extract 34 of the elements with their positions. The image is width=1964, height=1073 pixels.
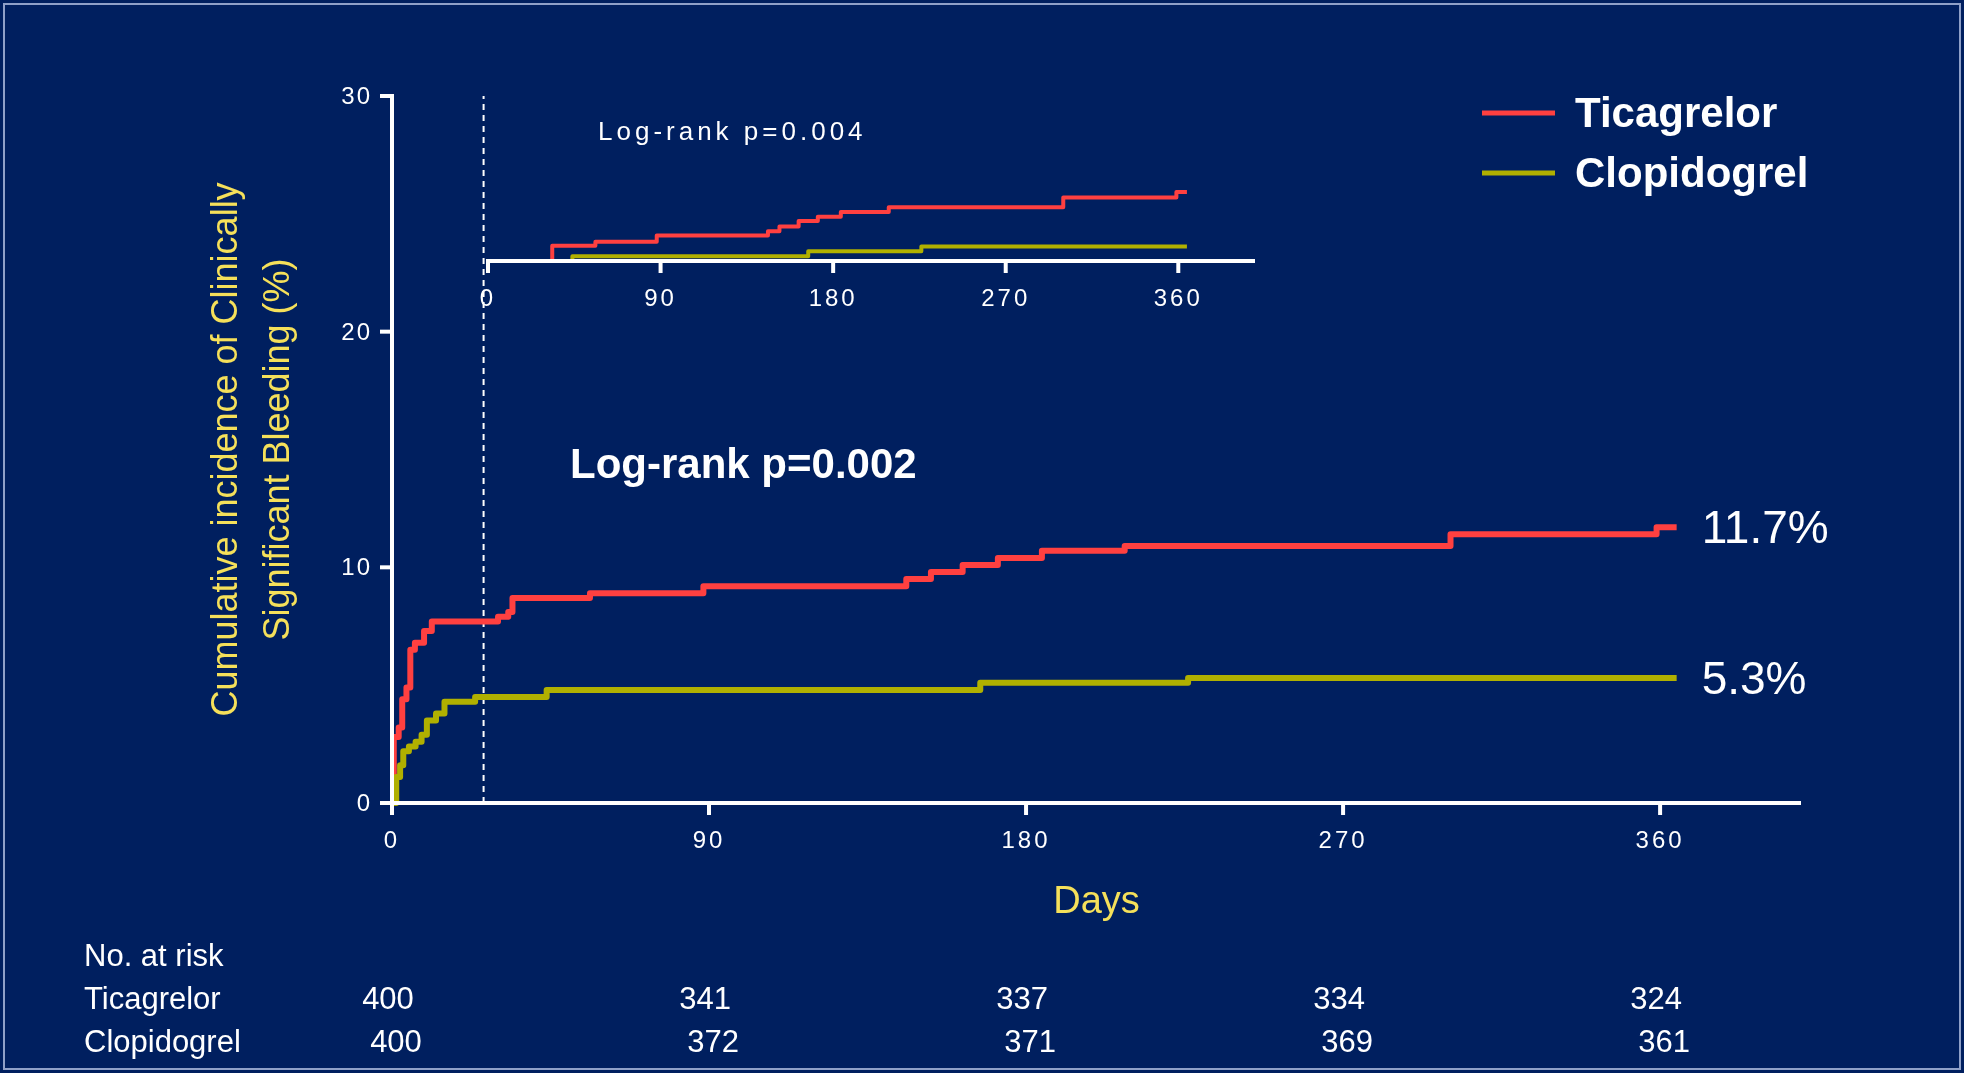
legend-label: Ticagrelor — [1575, 89, 1778, 136]
x-tick-label: 360 — [1635, 826, 1685, 853]
x-tick-label: 180 — [1001, 826, 1051, 853]
x-tick-label: 90 — [644, 284, 677, 311]
x-axis-title: Days — [1053, 879, 1140, 921]
annotation: 5.3% — [1701, 652, 1807, 705]
x-tick-label: 360 — [1153, 284, 1203, 311]
text: 400 — [370, 1024, 422, 1059]
text: 337 — [996, 981, 1048, 1016]
text: Clopidogrel — [84, 1024, 241, 1059]
text: No. at risk — [84, 938, 225, 973]
text: 369 — [1321, 1024, 1373, 1059]
text: 341 — [679, 981, 731, 1016]
y-tick-label: 30 — [341, 82, 372, 109]
y-tick-label: 20 — [341, 317, 372, 345]
y-axis-title: Cumulative incidence of Clinically Significant Bleeding (%) — [204, 182, 297, 717]
text: 400 — [362, 981, 414, 1016]
text: 334 — [1313, 981, 1365, 1016]
x-tick-label: 270 — [981, 284, 1031, 311]
y-tick-label: 0 — [356, 789, 372, 816]
text: 371 — [1004, 1024, 1056, 1059]
text: 372 — [687, 1024, 739, 1059]
text: 361 — [1638, 1024, 1690, 1059]
x-tick-label: 90 — [692, 826, 726, 853]
legend-label: Clopidogrel — [1575, 149, 1809, 196]
text: Ticagrelor — [84, 981, 221, 1016]
y-tick-label: 10 — [341, 553, 372, 581]
annotation: 11.7% — [1701, 501, 1829, 554]
text: 324 — [1630, 981, 1682, 1016]
annotation: Log-rank p=0.002 — [570, 440, 917, 487]
x-tick-label: 180 — [808, 284, 858, 311]
annotation: Log-rank p=0.004 — [598, 116, 867, 146]
x-tick-label: 270 — [1318, 826, 1368, 853]
x-tick-label: 0 — [383, 826, 401, 853]
